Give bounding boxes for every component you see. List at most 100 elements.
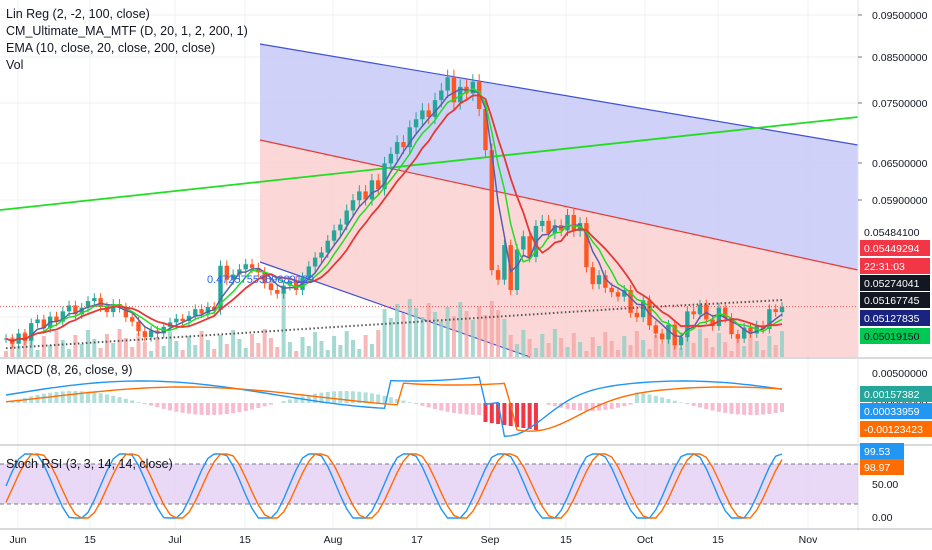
candle-body — [338, 224, 343, 231]
price-tag-bg — [860, 310, 930, 326]
macd-histogram-bar — [313, 393, 318, 403]
price-axis-tick-label: 0.06500000 — [872, 158, 928, 170]
price-axis-tick-label: 0.05900000 — [872, 195, 928, 207]
price-tag-bg — [860, 275, 930, 291]
candle-body — [628, 290, 633, 313]
candle-body — [312, 257, 318, 267]
macd-histogram-bar — [634, 392, 639, 403]
time-axis-tick-label: 15 — [239, 534, 251, 546]
volume-bar — [104, 334, 109, 357]
candle-body — [590, 267, 595, 285]
macd-histogram-bar — [155, 403, 160, 408]
candle-body — [92, 298, 97, 302]
linreg-mid-line — [259, 139, 859, 271]
macd-line — [5, 376, 783, 437]
candle-body — [401, 142, 406, 148]
volume-bar — [306, 346, 311, 357]
macd-histogram-bar — [193, 403, 198, 415]
volume-bar — [414, 308, 419, 357]
candle-body — [741, 327, 747, 339]
macd-histogram-bar — [515, 403, 520, 427]
candle-body — [388, 153, 394, 164]
volume-bar — [508, 335, 513, 357]
candle-body — [678, 337, 684, 346]
macd-histogram-bar — [464, 403, 469, 415]
volume-bar — [79, 344, 84, 357]
stoch-rsi-title[interactable]: Stoch RSI (3, 3, 14, 14, close) — [6, 457, 173, 471]
volume-bar — [451, 316, 456, 357]
macd-histogram-bar — [357, 391, 362, 403]
macd-histogram-bar — [439, 403, 444, 411]
candle-body — [502, 245, 507, 280]
candle-body — [622, 290, 627, 297]
volume-bar — [767, 336, 772, 357]
candle-body — [369, 180, 375, 200]
ema-200-green-line — [0, 116, 859, 211]
macd-histogram-bar — [306, 394, 311, 403]
volume-bar — [180, 350, 185, 357]
macd-histogram-bar — [60, 391, 65, 403]
macd-histogram-bar — [168, 403, 173, 411]
macd-histogram-bar — [237, 403, 242, 413]
volume-bar — [754, 341, 759, 357]
volume-bar — [73, 335, 78, 357]
volume-bar — [578, 342, 583, 357]
macd-title[interactable]: MACD (8, 26, close, 9) — [6, 363, 133, 377]
candle-body — [767, 309, 772, 330]
macd-tag-label: -0.00123423 — [864, 424, 923, 436]
volume-bar — [186, 336, 191, 357]
macd-histogram-bar — [527, 403, 532, 429]
macd-histogram-bar — [268, 403, 273, 405]
volume-bar — [597, 346, 602, 357]
macd-histogram-bar — [767, 403, 772, 414]
macd-histogram-bar — [86, 391, 91, 403]
macd-histogram-bar — [350, 391, 355, 403]
volume-bar — [502, 319, 507, 357]
macd-histogram-bar — [79, 391, 84, 403]
legend-vol[interactable]: Vol — [6, 58, 24, 72]
volume-bar — [199, 331, 204, 357]
macd-histogram-bar — [186, 403, 191, 414]
macd-histogram-bar — [502, 403, 507, 425]
legend-cm-ultimate[interactable]: CM_Ultimate_MA_MTF (D, 20, 1, 2, 200, 1) — [6, 24, 248, 38]
stoch-tag-label: 98.97 — [864, 462, 890, 474]
volume-bar — [161, 346, 166, 357]
volume-bar — [281, 293, 286, 357]
macd-histogram-bar — [660, 397, 665, 403]
volume-bar — [212, 349, 217, 357]
macd-histogram-bar — [231, 403, 236, 414]
macd-histogram-bar — [332, 391, 337, 403]
volume-bar — [603, 332, 608, 357]
macd-histogram-bar — [653, 395, 658, 403]
volume-bar — [615, 350, 620, 357]
legend-linreg[interactable]: Lin Reg (2, -2, 100, close) — [6, 7, 150, 21]
candle-body — [66, 305, 72, 312]
macd-histogram-bar — [363, 392, 368, 403]
candle-body — [350, 200, 356, 211]
volume-bar — [250, 334, 255, 357]
price-tag-label: 0.05449294 — [864, 243, 920, 255]
candle-body — [483, 108, 488, 151]
volume-bar — [287, 342, 292, 357]
volume-bar — [704, 338, 709, 357]
candle-body — [306, 266, 312, 278]
ma-fast-line — [5, 88, 783, 343]
macd-histogram-bar — [281, 401, 286, 403]
stoch-k-line — [5, 453, 783, 519]
volume-bar — [634, 331, 639, 357]
volume-bar — [92, 339, 97, 357]
macd-histogram-bar — [54, 391, 59, 403]
volume-bar — [477, 306, 482, 357]
legend-ema[interactable]: EMA (10, close, 20, close, 200, close) — [6, 41, 216, 55]
macd-histogram-bar — [117, 397, 122, 403]
macd-histogram-bar — [287, 399, 292, 403]
macd-histogram-bar — [224, 403, 229, 415]
candle-body — [73, 305, 78, 315]
volume-bar — [552, 329, 557, 357]
stoch-tag-bg — [860, 443, 904, 459]
macd-histogram-bar — [136, 402, 141, 403]
candle-body — [571, 214, 577, 232]
candle-body — [413, 119, 419, 128]
candle-body — [376, 180, 381, 190]
macd-histogram-bar — [735, 403, 740, 415]
